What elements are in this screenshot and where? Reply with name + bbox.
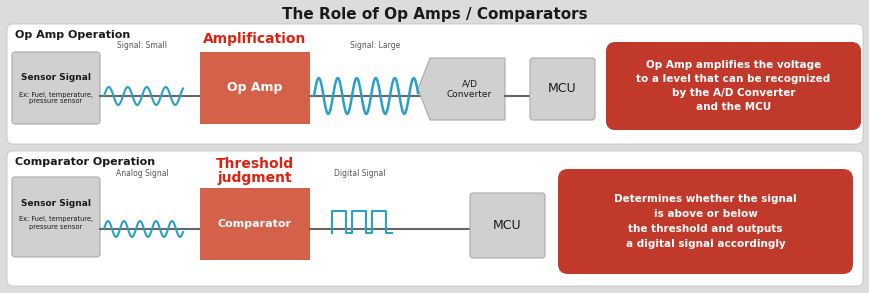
FancyBboxPatch shape bbox=[606, 73, 860, 130]
Text: Sensor Signal: Sensor Signal bbox=[21, 198, 91, 207]
Text: judgment: judgment bbox=[217, 171, 292, 185]
FancyBboxPatch shape bbox=[557, 169, 852, 274]
FancyBboxPatch shape bbox=[469, 193, 544, 258]
Polygon shape bbox=[417, 58, 504, 120]
Text: Analog Signal: Analog Signal bbox=[116, 168, 169, 178]
Text: Op Amp Operation: Op Amp Operation bbox=[15, 30, 130, 40]
FancyBboxPatch shape bbox=[12, 177, 100, 257]
Text: Ex: Fuel, temperature,
pressure sensor: Ex: Fuel, temperature, pressure sensor bbox=[19, 217, 93, 229]
Text: The Role of Op Amps / Comparators: The Role of Op Amps / Comparators bbox=[282, 6, 587, 21]
Text: Signal: Small: Signal: Small bbox=[116, 42, 167, 50]
Text: Amplification: Amplification bbox=[203, 32, 307, 46]
Text: A/D
Converter: A/D Converter bbox=[447, 79, 492, 99]
Text: Ex: Fuel, temperature,
pressure sensor: Ex: Fuel, temperature, pressure sensor bbox=[19, 91, 93, 105]
FancyBboxPatch shape bbox=[7, 151, 862, 286]
Bar bbox=[200, 188, 309, 260]
Text: Comparator Operation: Comparator Operation bbox=[15, 157, 155, 167]
Text: Determines whether the signal
is above or below
the threshold and outputs
a digi: Determines whether the signal is above o… bbox=[614, 194, 796, 249]
Text: Op Amp amplifies the voltage
to a level that can be recognized
by the A/D Conver: Op Amp amplifies the voltage to a level … bbox=[635, 60, 830, 112]
Text: MCU: MCU bbox=[547, 83, 576, 96]
Text: MCU: MCU bbox=[493, 219, 521, 232]
Text: Signal: Large: Signal: Large bbox=[349, 42, 400, 50]
FancyBboxPatch shape bbox=[7, 24, 862, 144]
Text: Threshold: Threshold bbox=[216, 157, 294, 171]
Bar bbox=[200, 52, 309, 124]
FancyBboxPatch shape bbox=[529, 58, 594, 120]
FancyBboxPatch shape bbox=[606, 42, 860, 130]
Text: Op Amp: Op Amp bbox=[227, 81, 282, 95]
Text: Digital Signal: Digital Signal bbox=[334, 168, 385, 178]
FancyBboxPatch shape bbox=[606, 42, 860, 130]
Text: Comparator: Comparator bbox=[218, 219, 292, 229]
Text: Sensor Signal: Sensor Signal bbox=[21, 74, 91, 83]
FancyBboxPatch shape bbox=[12, 52, 100, 124]
